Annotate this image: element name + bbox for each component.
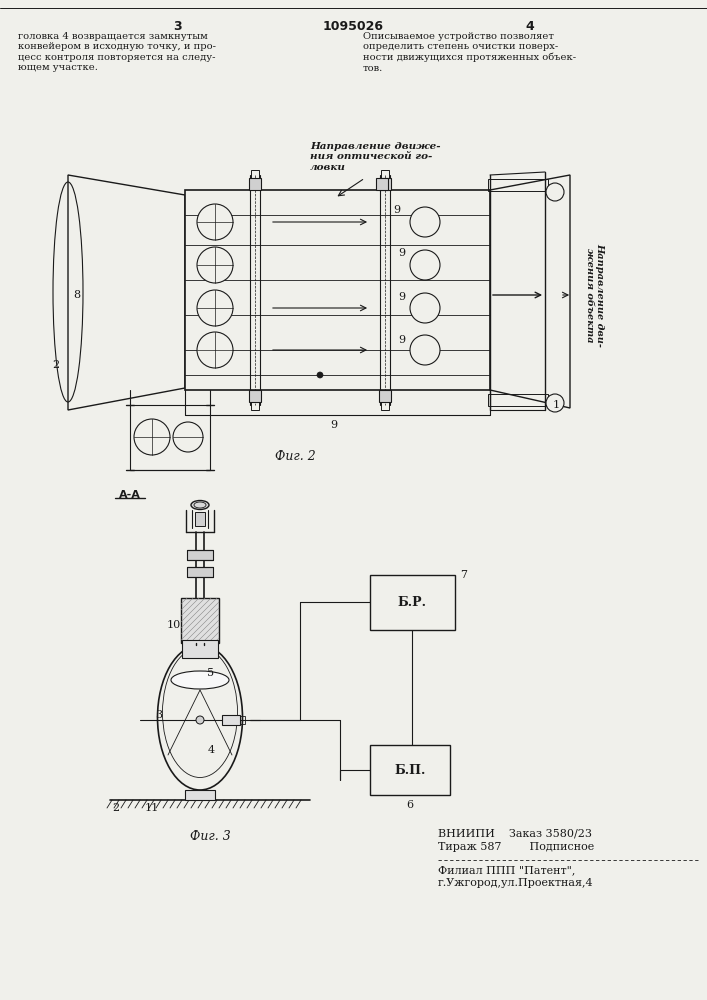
Bar	[249, 178, 261, 190]
Text: 3: 3	[173, 20, 181, 33]
Polygon shape	[490, 175, 570, 408]
Bar	[240, 716, 245, 724]
Text: 8: 8	[73, 290, 80, 300]
Bar	[182, 640, 218, 658]
Circle shape	[410, 335, 440, 365]
Text: г.Ужгород,ул.Проектная,4: г.Ужгород,ул.Проектная,4	[438, 878, 594, 888]
Text: головка 4 возвращается замкнутым
конвейером в исходную точку, и про-
цесс контро: головка 4 возвращается замкнутым конвейе…	[18, 32, 216, 72]
Bar	[379, 178, 391, 190]
Polygon shape	[68, 175, 185, 410]
Circle shape	[197, 204, 233, 240]
Ellipse shape	[171, 671, 229, 689]
Bar	[195, 512, 205, 526]
Circle shape	[317, 372, 323, 378]
Text: 5: 5	[207, 668, 214, 678]
Bar	[187, 550, 213, 560]
Circle shape	[197, 332, 233, 368]
Text: Б.П.: Б.П.	[395, 764, 426, 776]
Text: 9: 9	[393, 205, 400, 215]
Bar	[251, 402, 259, 410]
Circle shape	[546, 183, 564, 201]
Circle shape	[410, 207, 440, 237]
Text: 1: 1	[553, 400, 560, 410]
Circle shape	[197, 247, 233, 283]
Bar	[488, 179, 548, 191]
Bar	[249, 390, 261, 402]
Text: ВНИИПИ    Заказ 3580/23: ВНИИПИ Заказ 3580/23	[438, 828, 592, 838]
Text: А-А: А-А	[119, 490, 141, 500]
Bar	[370, 575, 455, 630]
Text: 4: 4	[525, 20, 534, 33]
Bar	[488, 394, 548, 406]
Circle shape	[197, 290, 233, 326]
Bar	[379, 390, 391, 402]
Bar	[222, 715, 240, 725]
Circle shape	[410, 250, 440, 280]
Circle shape	[410, 293, 440, 323]
Circle shape	[173, 422, 203, 452]
Text: Описываемое устройство позволяет
определить степень очистки поверх-
ности движущ: Описываемое устройство позволяет определ…	[363, 32, 576, 73]
Bar	[381, 170, 389, 178]
Text: Фиг. 3: Фиг. 3	[189, 830, 230, 843]
Bar	[370, 745, 450, 795]
Text: 10: 10	[167, 620, 181, 630]
Text: Направление дви-
жения объекта: Направление дви- жения объекта	[585, 243, 604, 347]
Circle shape	[546, 394, 564, 412]
Bar	[376, 178, 388, 190]
Text: Б.Р.: Б.Р.	[397, 595, 426, 608]
Bar	[181, 598, 219, 643]
Bar	[185, 790, 215, 800]
Bar	[130, 405, 210, 470]
Text: Филиал ППП "Патент",: Филиал ППП "Патент",	[438, 865, 575, 875]
Text: 3: 3	[155, 710, 162, 720]
Text: Тираж 587        Подписное: Тираж 587 Подписное	[438, 842, 595, 852]
Text: 11: 11	[145, 803, 159, 813]
Text: 2: 2	[112, 803, 119, 813]
Bar	[251, 170, 259, 178]
Text: 2: 2	[52, 360, 59, 370]
Text: 1095026: 1095026	[322, 20, 383, 33]
Bar	[185, 190, 490, 390]
Circle shape	[134, 419, 170, 455]
Bar	[381, 402, 389, 410]
Bar	[187, 567, 213, 577]
Text: 9: 9	[398, 248, 405, 258]
Text: Направление движе-
ния оптической го-
ловки: Направление движе- ния оптической го- ло…	[310, 142, 440, 172]
Text: 6: 6	[407, 800, 414, 810]
Text: 9: 9	[330, 420, 337, 430]
Text: 7: 7	[460, 570, 467, 580]
Text: 4: 4	[208, 745, 215, 755]
Text: 9: 9	[398, 335, 405, 345]
Ellipse shape	[191, 500, 209, 510]
Circle shape	[196, 716, 204, 724]
Text: Фиг. 2: Фиг. 2	[274, 450, 315, 463]
Text: 9: 9	[398, 292, 405, 302]
Ellipse shape	[158, 645, 243, 790]
